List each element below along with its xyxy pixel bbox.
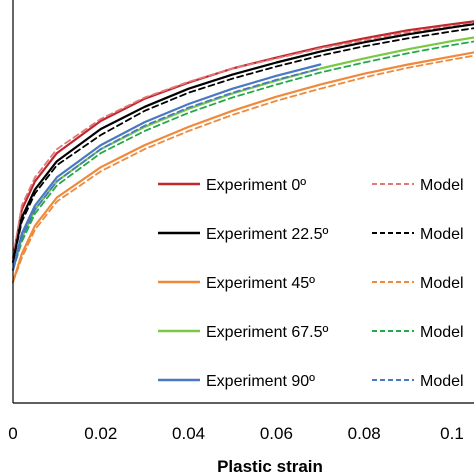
x-tick-label: 0.08 <box>348 424 381 443</box>
legend-label: Experiment 0º <box>206 177 306 194</box>
legend-label: Experiment 67.5º <box>206 324 329 341</box>
legend: Experiment 0º Model Experiment 22.5º Model E… <box>158 177 464 390</box>
x-tick-label: 0.06 <box>260 424 293 443</box>
legend-label: Model <box>420 275 464 292</box>
series-line-8 <box>11 63 322 272</box>
series-layer <box>11 20 474 284</box>
legend-label: Model <box>420 226 464 243</box>
legend-background <box>150 168 474 400</box>
series-line-7 <box>12 40 474 271</box>
x-tick-label: 0 <box>8 424 17 443</box>
legend-label: Experiment 22.5º <box>206 226 329 243</box>
series-line-5 <box>12 54 474 284</box>
legend-label: Model <box>420 373 464 390</box>
legend-label: Model <box>420 177 464 194</box>
x-axis-label: Plastic strain <box>217 457 323 474</box>
x-tick-label: 0.1 <box>440 424 464 443</box>
legend-label: Experiment 90º <box>206 373 315 390</box>
series-line-2 <box>11 23 474 264</box>
series-line-1 <box>12 22 474 259</box>
x-tick-label: 0.02 <box>84 424 117 443</box>
series-line-9 <box>12 67 322 271</box>
series-line-4 <box>11 51 474 284</box>
legend-label: Experiment 45º <box>206 275 315 292</box>
x-tick-label: 0.04 <box>172 424 205 443</box>
x-tick-labels: 0 0.02 0.04 0.06 0.08 0.1 <box>8 424 464 443</box>
legend-label: Model <box>420 324 464 341</box>
series-line-3 <box>12 27 474 263</box>
